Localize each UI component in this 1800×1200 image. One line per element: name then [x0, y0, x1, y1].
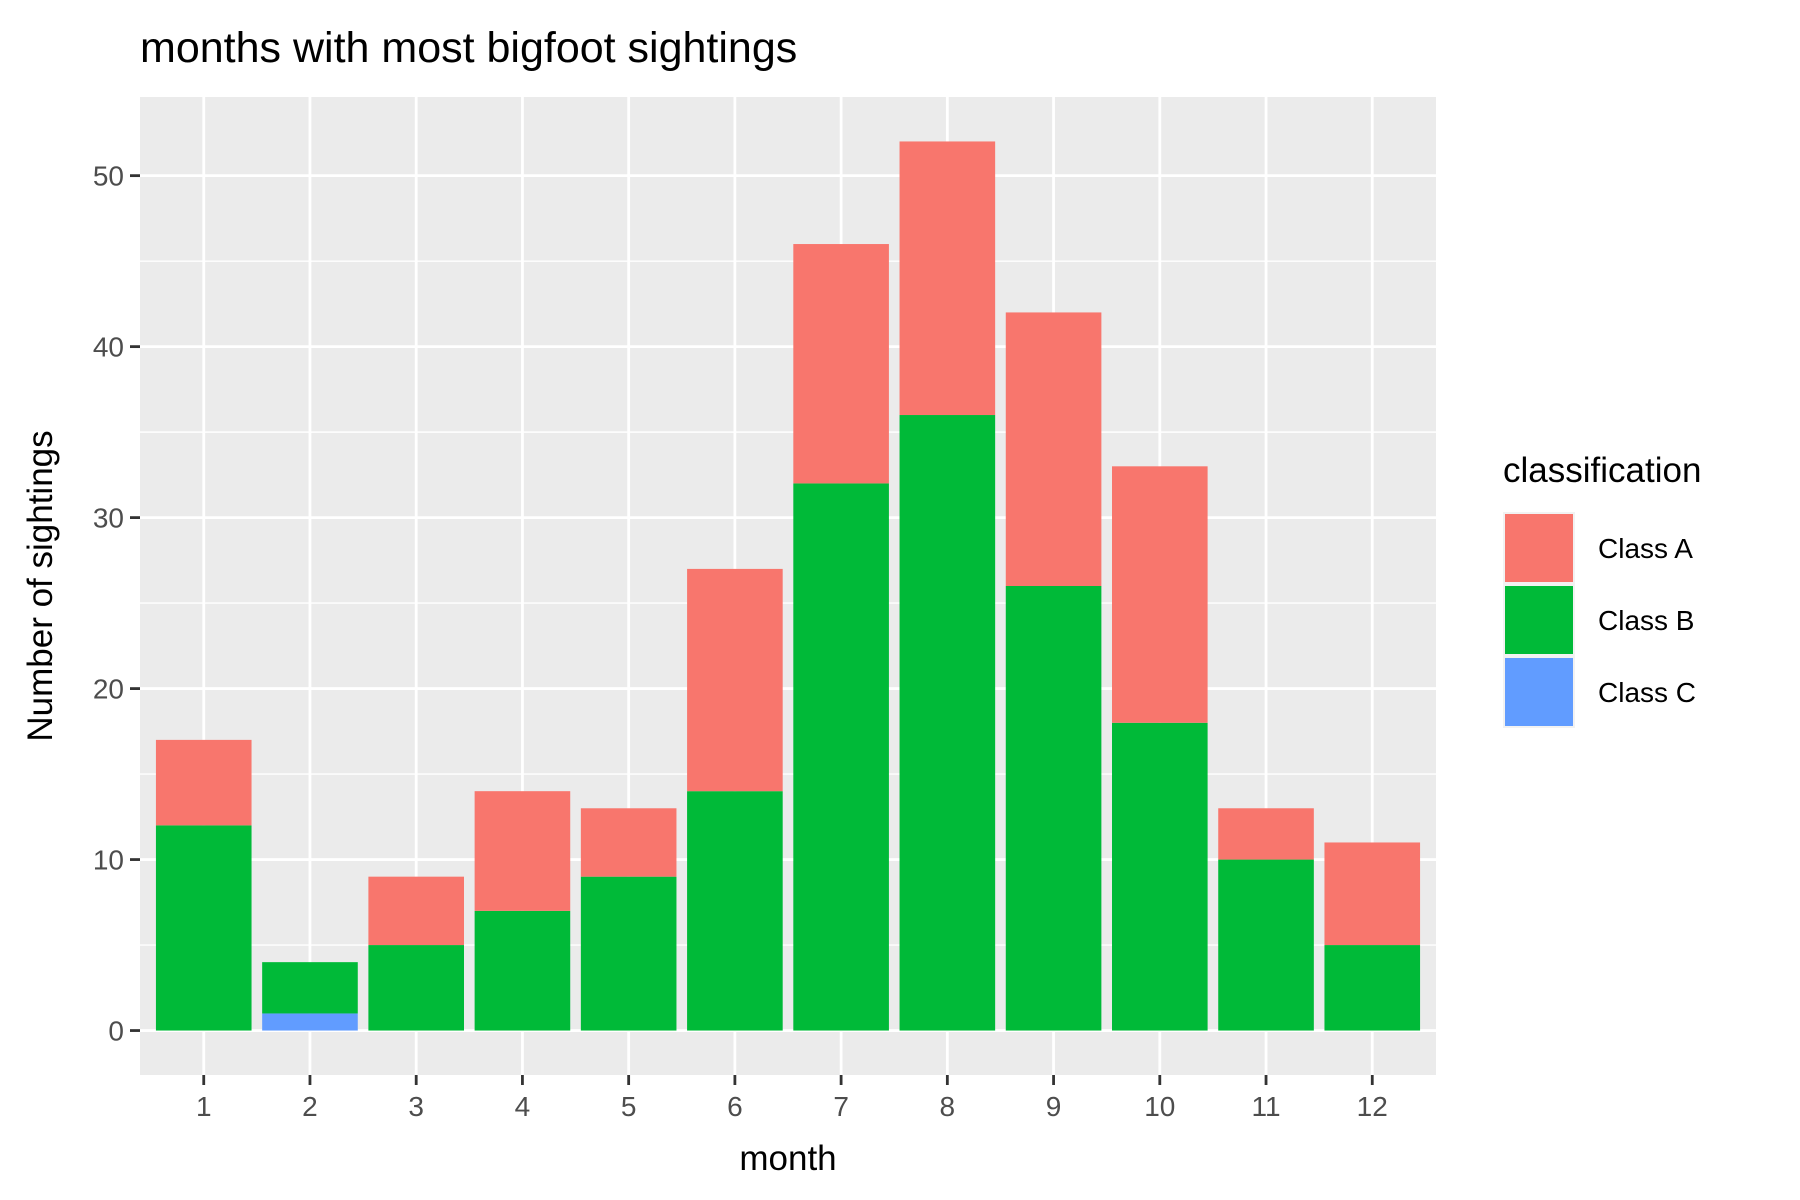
legend-label-class-b: Class B [1598, 605, 1694, 636]
x-tick-label: 6 [727, 1091, 743, 1122]
bar-class-a-month-3 [368, 876, 464, 946]
y-tick-label: 40 [93, 332, 124, 363]
bar-class-a-month-8 [899, 141, 996, 416]
bar-class-a-month-5 [580, 808, 677, 877]
bar-class-b-month-9 [1005, 586, 1102, 1031]
legend-title: classification [1503, 451, 1701, 490]
chart-title: months with most bigfoot sightings [140, 24, 797, 72]
bar-class-b-month-8 [899, 415, 996, 1031]
y-tick-label: 0 [108, 1016, 124, 1047]
bar-class-b-month-10 [1112, 722, 1208, 1031]
bar-class-a-month-6 [687, 568, 783, 792]
x-tick-label: 1 [196, 1091, 212, 1122]
legend-label-class-a: Class A [1598, 533, 1693, 564]
x-tick-label: 4 [515, 1091, 531, 1122]
bar-class-b-month-11 [1218, 859, 1314, 1031]
x-tick-label: 8 [940, 1091, 956, 1122]
x-tick-label: 7 [833, 1091, 849, 1122]
legend-label-class-c: Class C [1598, 677, 1696, 708]
bar-class-b-month-5 [580, 876, 677, 1031]
bar-class-a-month-7 [793, 244, 889, 484]
bar-class-a-month-9 [1005, 312, 1102, 586]
bar-class-a-month-11 [1218, 808, 1314, 860]
bar-class-b-month-3 [368, 945, 464, 1031]
bar-class-c-month-2 [262, 1013, 358, 1031]
bar-class-b-month-2 [262, 962, 358, 1014]
x-tick-label: 2 [302, 1091, 318, 1122]
bar-class-b-month-7 [793, 483, 889, 1031]
bars [155, 141, 1421, 1031]
bar-class-b-month-6 [687, 791, 783, 1031]
bar-class-a-month-12 [1324, 842, 1421, 946]
y-axis-title: Number of sightings [21, 430, 60, 741]
bar-class-a-month-10 [1112, 466, 1208, 723]
x-tick-label: 3 [408, 1091, 424, 1122]
legend-swatch-class-a [1505, 514, 1573, 582]
x-tick-label: 5 [621, 1091, 637, 1122]
x-tick-label: 12 [1357, 1091, 1388, 1122]
legend: classification Class A Class B Class C [1503, 451, 1701, 728]
bar-class-a-month-4 [474, 791, 571, 911]
y-tick-label: 20 [93, 674, 124, 705]
y-tick-label: 30 [93, 503, 124, 534]
y-tick-label: 10 [93, 845, 124, 876]
bar-class-b-month-1 [155, 825, 252, 1031]
x-axis-title: month [739, 1139, 836, 1178]
bar-class-b-month-12 [1324, 945, 1421, 1031]
legend-swatch-class-b [1505, 586, 1573, 654]
bar-class-b-month-4 [474, 910, 571, 1031]
x-tick-label: 11 [1251, 1091, 1280, 1122]
y-tick-label: 50 [93, 161, 124, 192]
legend-swatch-class-c [1505, 658, 1573, 726]
x-tick-label: 10 [1144, 1091, 1175, 1122]
bar-class-a-month-1 [155, 739, 252, 826]
x-tick-label: 9 [1046, 1091, 1062, 1122]
y-axis: 0 10 20 30 40 50 [93, 161, 140, 1047]
x-axis: 1 2 3 4 5 6 7 8 9 10 11 12 [196, 1075, 1388, 1122]
